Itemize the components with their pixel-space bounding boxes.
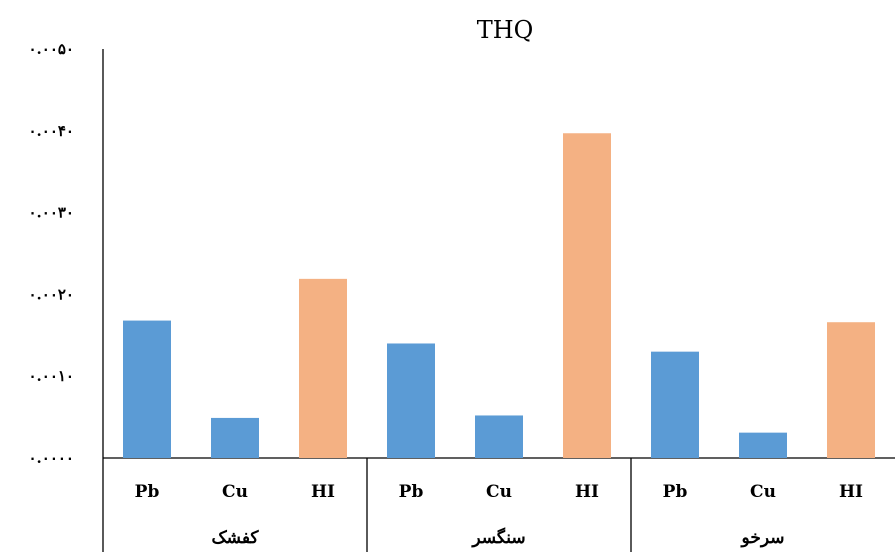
plot-area: ۰.۰۰۰۰ ۰.۰۰۱۰ ۰.۰۰۲۰ ۰.۰۰۳۰ ۰.۰۰۴۰ ۰.۰۰۵۰ Pb Cu…: [28, 40, 895, 552]
y-tick-label: ۰.۰۰۴۰: [28, 122, 74, 140]
x-category-label: HI: [839, 482, 863, 502]
x-category-label: HI: [311, 482, 335, 502]
bar-hi: [827, 322, 875, 458]
x-group-label: سرخو: [740, 528, 785, 548]
bar-pb: [123, 320, 171, 458]
x-category-label: Pb: [399, 482, 424, 502]
x-category-label: Pb: [135, 482, 160, 502]
y-tick-label: ۰.۰۰۰۰: [28, 449, 74, 467]
x-group-label: کفشک: [211, 528, 259, 548]
x-category-label: Cu: [222, 482, 248, 502]
bar-hi: [299, 278, 347, 458]
chart-title: THQ: [477, 16, 534, 44]
x-category-label: Cu: [486, 482, 512, 502]
bar-pb: [651, 351, 699, 458]
bar-cu: [475, 415, 523, 458]
y-tick-label: ۰.۰۰۱۰: [28, 367, 74, 385]
x-category-label: HI: [575, 482, 599, 502]
x-group-label: سنگسر: [470, 527, 525, 548]
y-tick-label: ۰.۰۰۲۰: [28, 285, 74, 303]
x-category-label: Cu: [750, 482, 776, 502]
bar-pb: [387, 343, 435, 458]
x-category-label: Pb: [663, 482, 688, 502]
bar-cu: [739, 432, 787, 458]
y-tick-label: ۰.۰۰۵۰: [28, 40, 74, 58]
y-tick-label: ۰.۰۰۳۰: [28, 204, 74, 222]
bar-cu: [211, 417, 259, 458]
bar-hi: [563, 133, 611, 458]
